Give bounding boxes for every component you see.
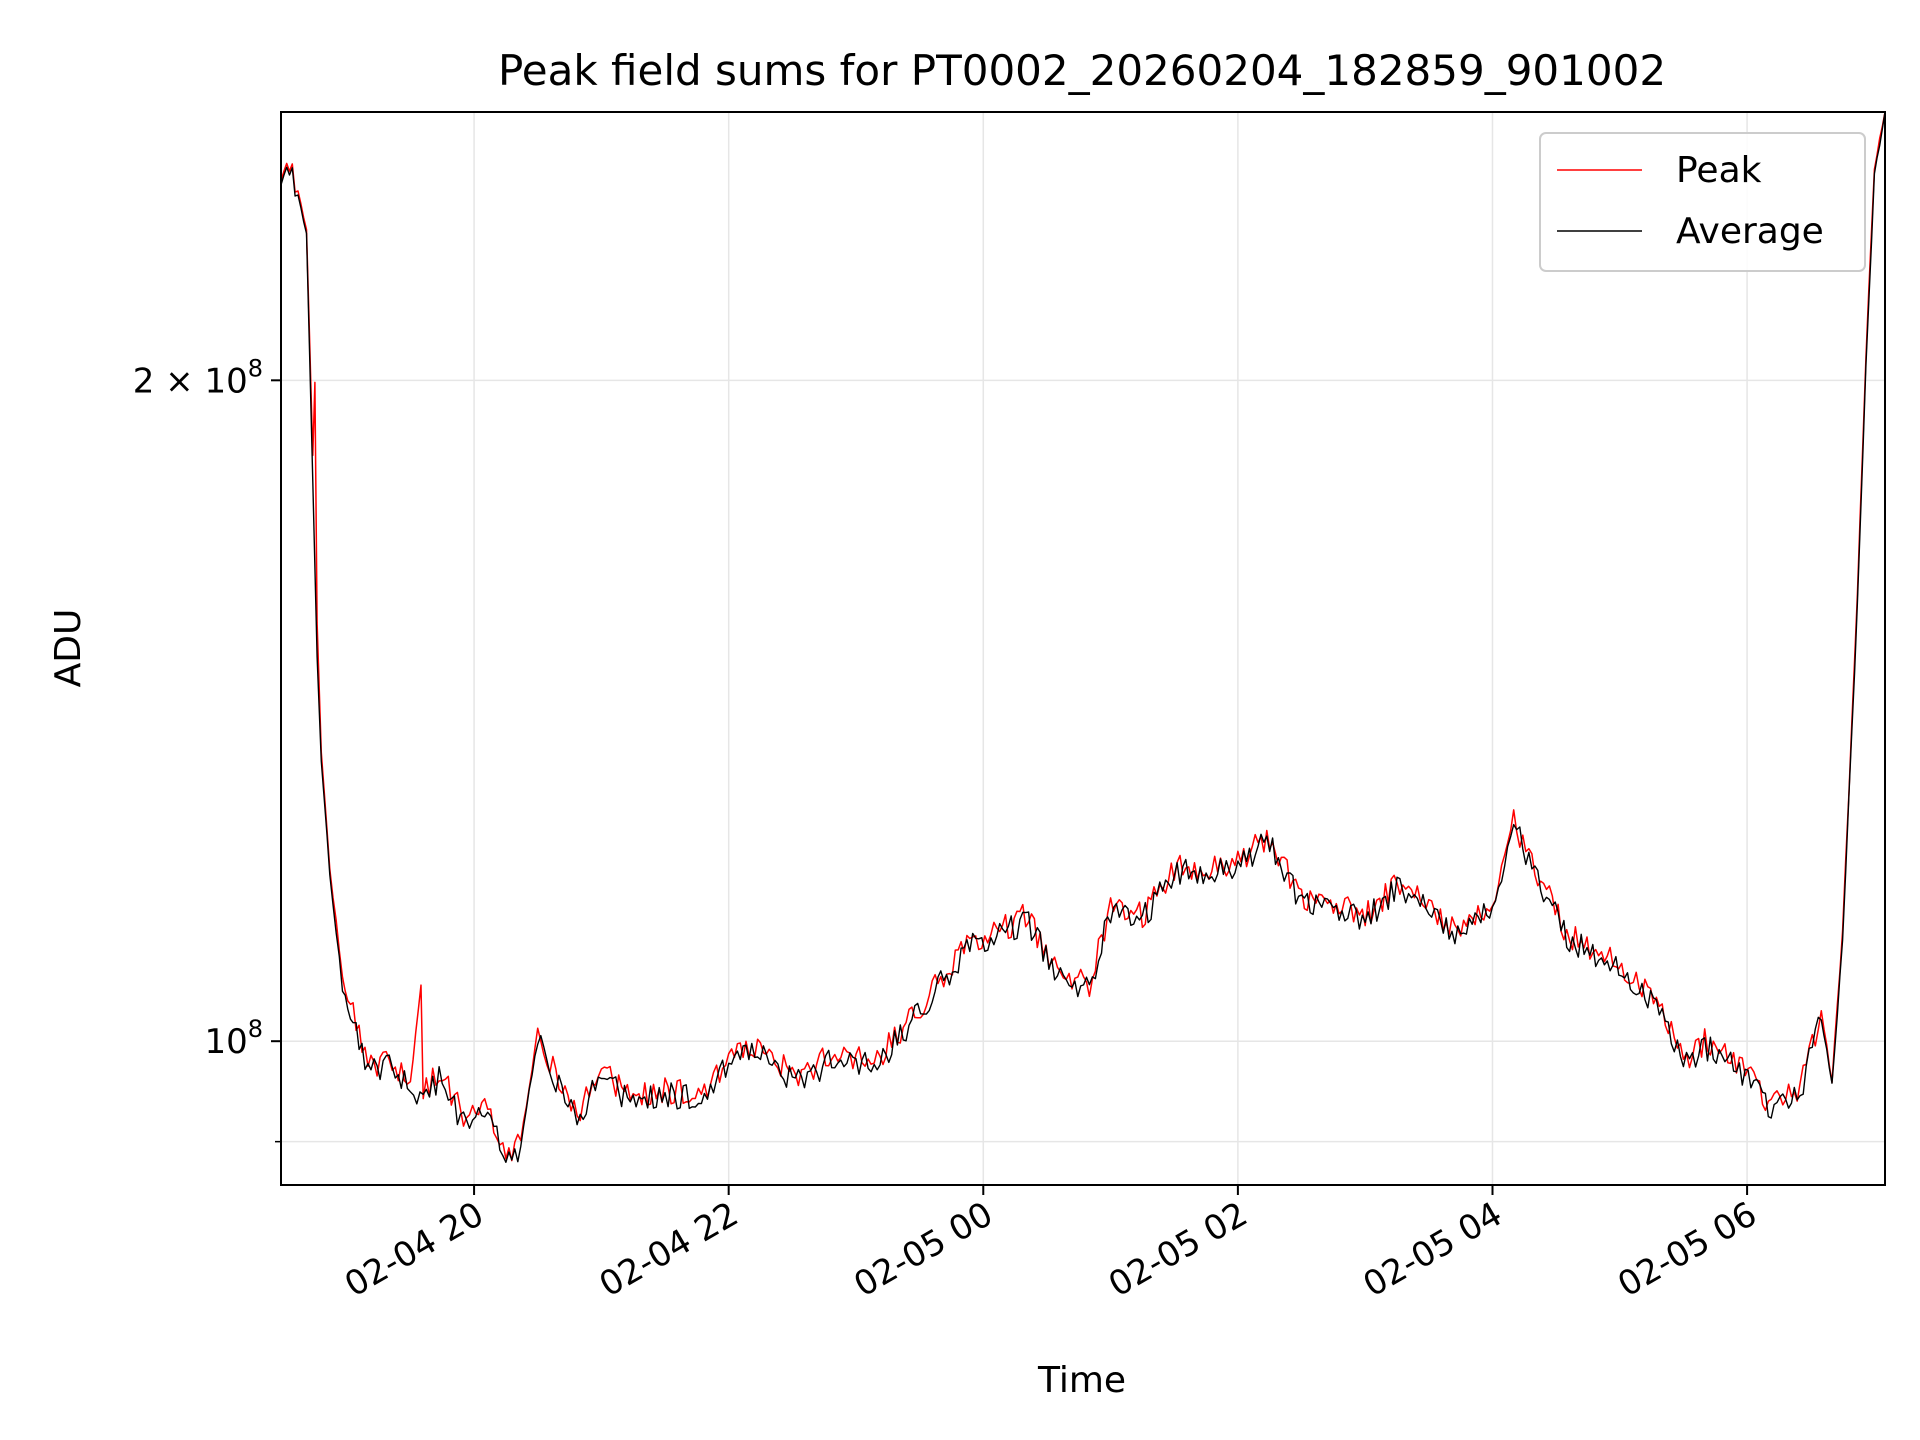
plot-frame bbox=[280, 111, 1886, 1186]
series-layer bbox=[281, 112, 1885, 1163]
legend-box bbox=[1539, 132, 1866, 272]
grid bbox=[281, 112, 1885, 1185]
legend: Peak Average bbox=[1539, 132, 1866, 272]
y-tick-label-base: 10 bbox=[204, 1022, 247, 1062]
y-tick-label-exponent: 8 bbox=[248, 354, 263, 382]
series-line-peak bbox=[281, 112, 1885, 1162]
legend-label-peak: Peak bbox=[1676, 150, 1762, 191]
y-tick-label-base: 2 × 10 bbox=[133, 361, 248, 401]
y-axis-label: ADU bbox=[48, 609, 89, 688]
y-tick-label-exponent: 8 bbox=[248, 1015, 263, 1043]
legend-label-average: Average bbox=[1676, 211, 1824, 252]
y-tick-label: 2 × 108 bbox=[133, 354, 263, 401]
x-axis-label: Time bbox=[1037, 1360, 1126, 1401]
series-line-average bbox=[281, 112, 1885, 1163]
y-tick-label: 108 bbox=[204, 1015, 263, 1062]
chart-title: Peak field sums for PT0002_20260204_1828… bbox=[498, 46, 1666, 95]
